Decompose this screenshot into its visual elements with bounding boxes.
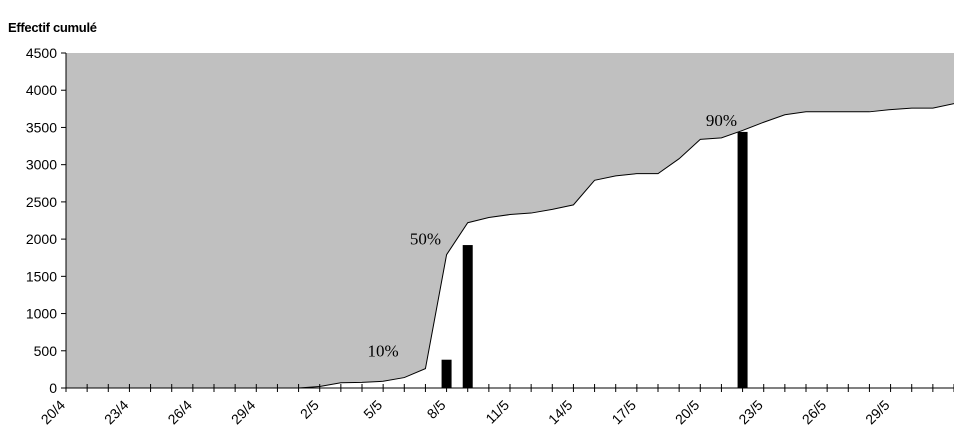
x-tick-label: 23/4 (101, 397, 132, 428)
y-tick-label: 1000 (26, 306, 57, 322)
annotation-label: 90% (706, 111, 737, 130)
x-tick-label: 23/5 (735, 397, 766, 428)
y-tick-label: 4500 (26, 45, 57, 61)
x-tick-label: 26/5 (799, 397, 830, 428)
x-tick-label: 29/4 (228, 397, 259, 428)
y-tick-label: 0 (49, 380, 57, 396)
x-tick-label: 20/4 (38, 397, 69, 428)
x-tick-label: 14/5 (545, 397, 576, 428)
y-tick-label: 3000 (26, 157, 57, 173)
x-tick-label: 8/5 (424, 397, 449, 422)
x-tick-label: 26/4 (164, 397, 195, 428)
bar-8-5 (441, 359, 452, 388)
x-tick-label: 5/5 (360, 397, 385, 422)
x-tick-label: 29/5 (862, 397, 893, 428)
annotation-label: 50% (410, 229, 441, 248)
y-tick-label: 2000 (26, 231, 57, 247)
y-tick-label: 2500 (26, 194, 57, 210)
y-tick-label: 1500 (26, 268, 57, 284)
y-axis-title: Effectif cumulé (8, 20, 97, 35)
annotation-label: 10% (368, 342, 399, 361)
x-tick-label: 2/5 (297, 397, 322, 422)
y-tick-label: 3500 (26, 119, 57, 135)
y-tick-label: 4000 (26, 82, 57, 98)
x-tick-label: 20/5 (672, 397, 703, 428)
bar-9-5 (462, 245, 473, 388)
x-tick-label: 11/5 (482, 397, 512, 427)
x-tick-label: 17/5 (608, 397, 639, 428)
y-tick-label: 500 (34, 343, 58, 359)
bar-22-5 (737, 131, 748, 388)
plot-area: 0 500 1000 1500 2000 2500 3000 3500 4000 4500 20/4… (26, 45, 954, 427)
area-above-curve (66, 53, 954, 388)
